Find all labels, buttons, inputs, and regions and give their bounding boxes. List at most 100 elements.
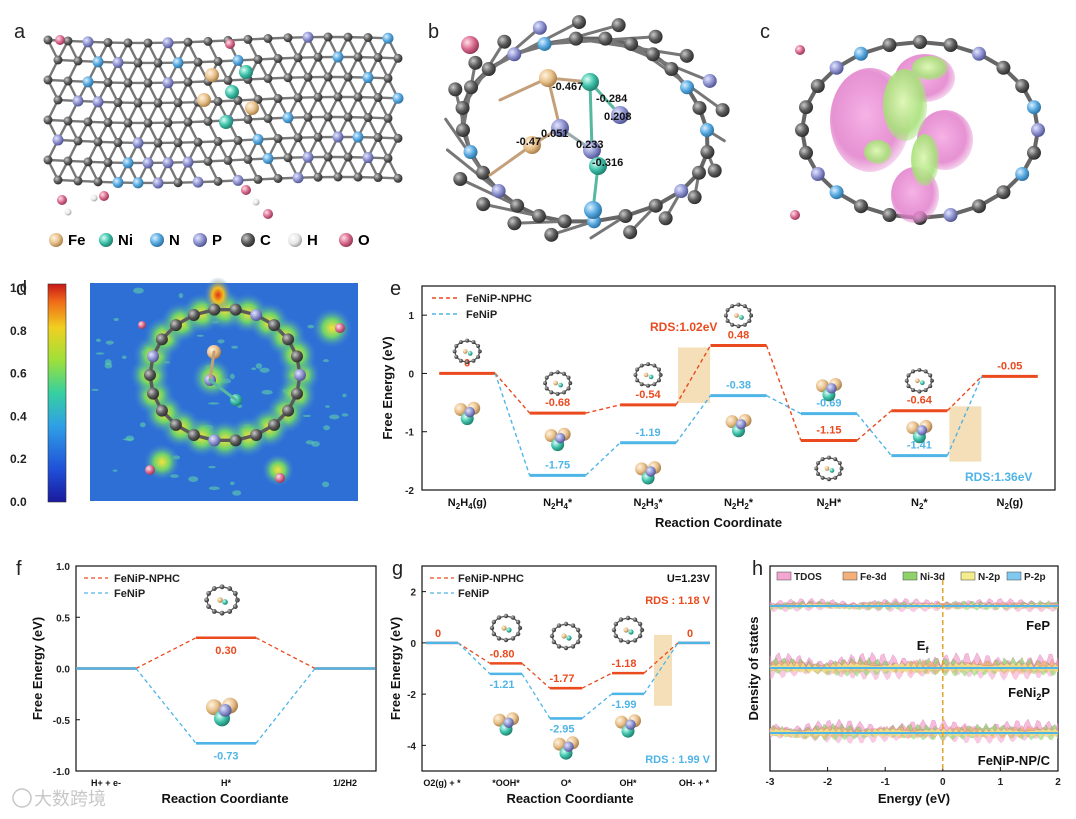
atom [353,92,363,102]
energy-label: -0.80 [489,648,514,660]
plot-frame [421,565,717,772]
atom [302,31,314,43]
energy-label: -0.73 [213,750,238,762]
atom [1026,145,1041,160]
structure-thumbnail [543,370,573,396]
atom [43,155,53,165]
atom [263,73,273,83]
bond [603,37,712,83]
bond [549,219,596,237]
atom [551,119,569,137]
connector [766,394,802,415]
atom [702,73,717,88]
panel-label-e: e [390,278,401,300]
energy-label: 0.30 [215,645,236,657]
atom [208,303,221,316]
cluster-thumbnail [454,401,481,426]
atom [882,208,897,223]
atom [162,157,174,169]
fermi-label: Ef [917,638,930,655]
nanotube-structure-a [43,31,404,219]
atom [332,51,344,63]
energy-label: -1.77 [549,673,574,685]
colorbar-tick: 0.0 [10,495,27,509]
atom [283,153,293,163]
atom [93,137,103,147]
atom [1015,79,1030,93]
bond [512,23,621,56]
atom [187,429,200,442]
structure-thumbnail [452,338,482,365]
atom [481,61,496,76]
atom [243,34,253,44]
legend-n: N [169,232,180,249]
atom [63,116,73,126]
structure-thumbnail [489,613,523,643]
atom [113,98,123,108]
atom [544,227,559,242]
atom [282,333,295,346]
y-tick-label: -2 [405,486,414,497]
structure-thumbnail [204,584,240,616]
cluster-thumbnail [544,427,571,452]
atom [687,190,702,205]
atom [183,77,193,87]
atom [303,72,313,82]
y-tick-label: 1.0 [56,562,70,573]
atom [618,209,633,224]
legend-h: H [307,232,318,249]
atom [943,37,958,52]
atom [43,35,53,45]
atom [679,48,694,63]
atom [263,209,273,219]
atom [193,57,203,67]
x-tick-label: N2H2* [724,497,754,511]
atom [123,38,133,48]
bond [208,378,238,402]
connector [946,376,983,456]
atom [133,98,143,108]
bond [208,350,216,382]
legend-label: FeNiP [114,588,145,600]
atom [232,174,244,186]
charge-label: -0.467 [552,81,583,93]
atom [197,93,211,107]
energy-label: -1.99 [611,699,636,711]
atom [532,20,547,35]
atom [155,404,168,417]
atom [313,52,323,62]
atom [263,113,273,123]
atom [103,158,113,168]
atom [122,157,134,169]
panel-label-f: f [16,558,22,580]
charge-label: 0.051 [541,128,569,140]
x-tick-label: N2H* [817,497,842,511]
energy-label: -0.64 [907,395,933,407]
connector [643,642,679,674]
bond [469,26,542,89]
atom [53,55,63,65]
atom [273,53,283,63]
atom [323,72,333,82]
x-axis-label: Reaction Coordinate [655,515,782,530]
energy-label: 0 [687,628,693,640]
atom [57,195,67,205]
atom [1026,100,1041,115]
bond [458,177,519,208]
atom [203,36,213,46]
energy-label: -1.21 [489,679,514,691]
energy-label: -1.41 [907,440,932,452]
atom [112,177,124,189]
atom [253,174,263,184]
connector [255,668,316,744]
atom [343,32,353,42]
chart-h: -3 -2 -1 0 1 2 Energy (eV) Density of states TDO… [746,565,1061,806]
energy-label: -1.75 [545,459,570,471]
atom [294,369,306,381]
atom [611,106,629,124]
legend-label: TDOS [794,572,822,583]
atom [225,85,239,99]
atom [373,93,383,103]
atom [343,72,353,82]
charge-label: -0.47 [516,136,541,148]
